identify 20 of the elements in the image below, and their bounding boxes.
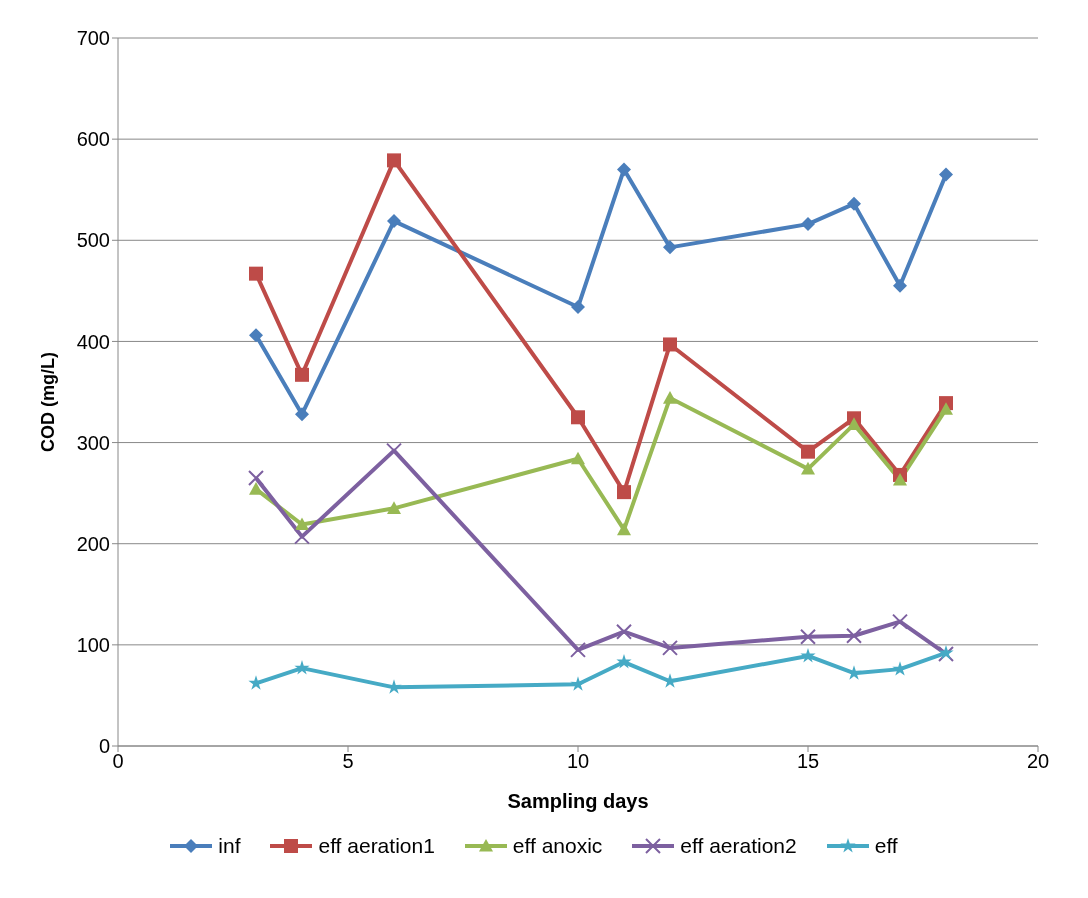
y-tick-label: 700 — [76, 27, 110, 50]
y-axis-title: COD (mg/L) — [38, 352, 59, 452]
legend-label: eff aeration1 — [318, 834, 435, 858]
x-tick-label: 15 — [796, 750, 820, 773]
y-tick-label: 400 — [76, 330, 110, 353]
x-tick-label: 10 — [566, 750, 590, 773]
legend-label: eff — [874, 834, 898, 858]
x-tick-label: 0 — [112, 750, 124, 773]
y-tick-label: 100 — [76, 633, 110, 656]
y-tick-label: 600 — [76, 128, 110, 151]
legend-label: eff anoxic — [512, 834, 603, 858]
legend-label: eff aeration2 — [680, 834, 797, 858]
y-tick-label: 300 — [76, 431, 110, 454]
x-axis-title: Sampling days — [507, 790, 649, 812]
x-tick-label: 5 — [342, 750, 354, 773]
x-tick-label: 20 — [1026, 750, 1050, 773]
y-tick-label: 0 — [98, 735, 110, 758]
legend-label: inf — [218, 834, 241, 858]
y-tick-label: 200 — [76, 532, 110, 555]
y-tick-label: 500 — [76, 229, 110, 252]
